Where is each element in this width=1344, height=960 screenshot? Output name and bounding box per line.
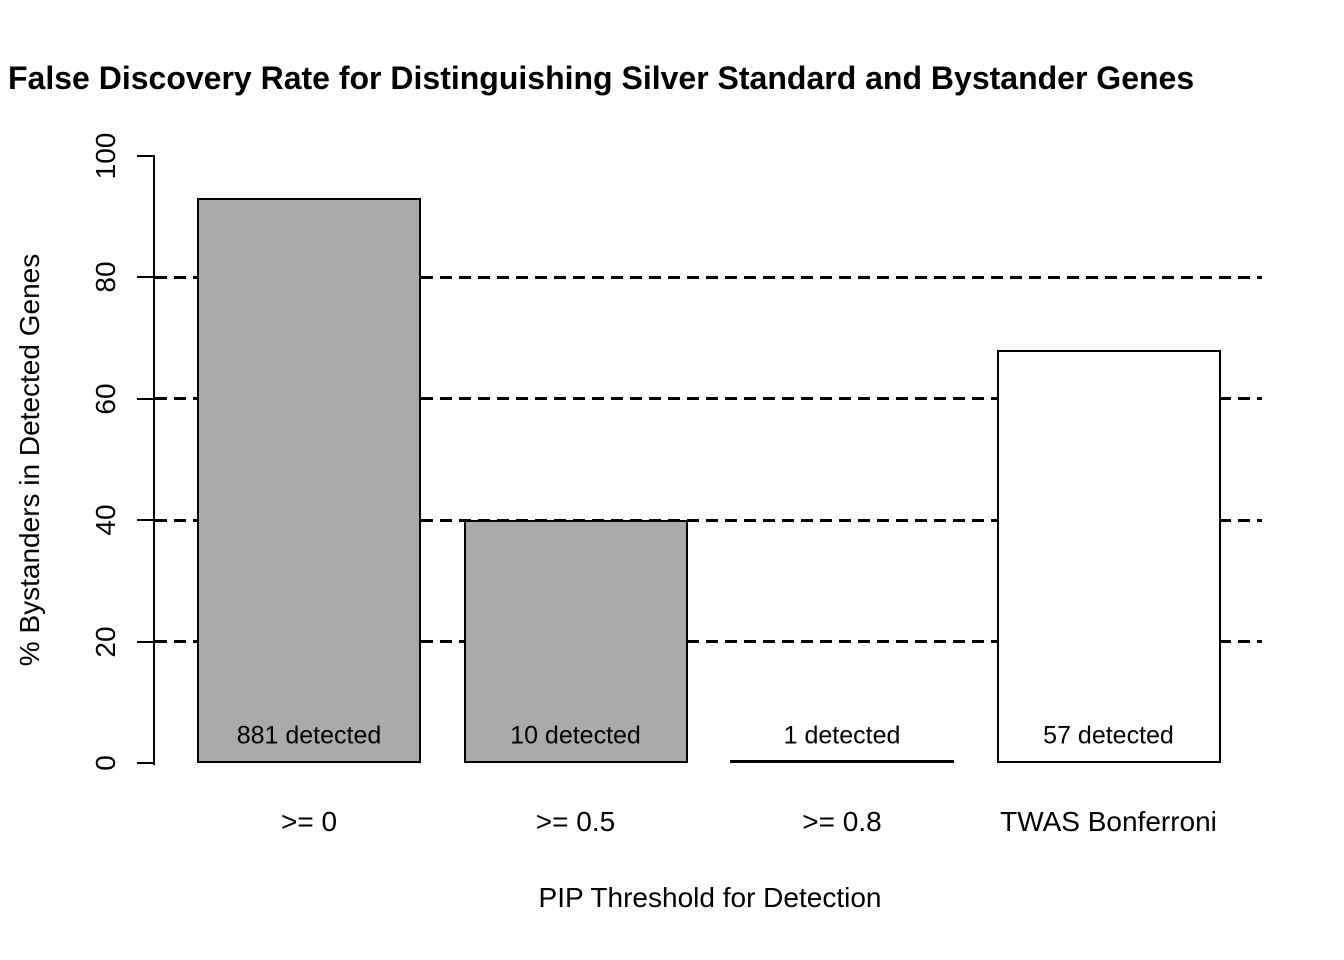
bar-count-label-3: 1 detected xyxy=(783,721,901,750)
gridline-60 xyxy=(155,397,1262,401)
y-tick-label-100: 100 xyxy=(90,132,121,180)
y-tick-mark-100 xyxy=(137,155,155,157)
y-tick-mark-60 xyxy=(137,397,155,400)
bar-4 xyxy=(996,350,1221,763)
y-tick-label-0: 0 xyxy=(90,755,121,771)
bar-count-label-2: 10 detected xyxy=(510,721,641,750)
bar-count-label-1: 881 detected xyxy=(236,721,382,750)
y-tick-mark-40 xyxy=(137,519,155,522)
x-category-label-2: >= 0.5 xyxy=(535,806,616,837)
x-category-label-3: >= 0.8 xyxy=(802,806,882,837)
x-category-label-4: TWAS Bonferroni xyxy=(1000,806,1217,837)
chart-title: False Discovery Rate for Distinguishing … xyxy=(8,60,1195,96)
y-tick-mark-0 xyxy=(137,762,155,764)
bar-1 xyxy=(197,198,421,763)
gridline-40 xyxy=(155,518,1262,522)
bar-count-label-4: 57 detected xyxy=(1043,721,1174,750)
x-category-label-1: >= 0 xyxy=(280,806,338,837)
y-axis-title: % Bystanders in Detected Genes xyxy=(14,253,45,667)
y-tick-mark-80 xyxy=(137,276,155,279)
y-tick-label-20: 20 xyxy=(90,626,121,658)
y-tick-mark-20 xyxy=(137,640,155,643)
y-tick-label-80: 80 xyxy=(90,261,121,293)
bar-zero-height xyxy=(730,760,954,763)
gridline-80 xyxy=(155,275,1262,279)
x-axis-title: PIP Threshold for Detection xyxy=(538,882,882,913)
bar-2 xyxy=(463,520,688,763)
gridline-20 xyxy=(155,640,1262,644)
y-tick-label-40: 40 xyxy=(90,504,121,536)
y-tick-label-60: 60 xyxy=(90,383,121,415)
y-axis-line xyxy=(153,155,155,765)
